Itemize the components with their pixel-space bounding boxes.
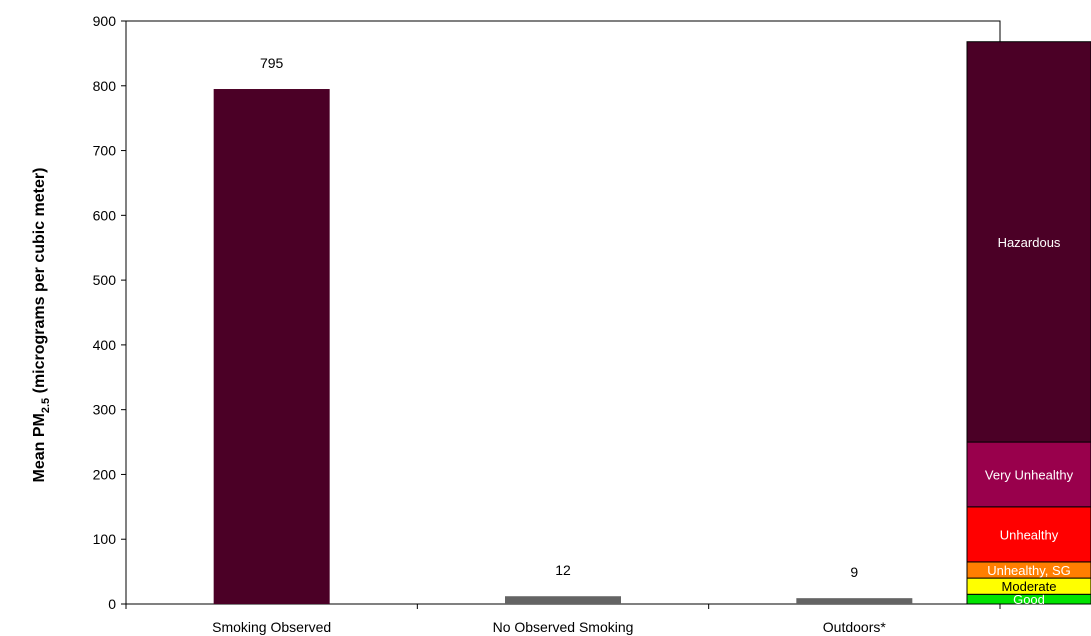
bar [505,596,621,604]
x-tick-label: Smoking Observed [212,619,331,635]
y-tick-label: 200 [93,466,117,482]
aqi-band-label: Hazardous [998,235,1061,250]
data-label: 795 [260,55,284,71]
aqi-band-label: Good [1013,592,1045,607]
x-tick-label: No Observed Smoking [493,619,634,635]
bar [213,89,330,605]
y-axis-label: Mean PM2.5 (micrograms per cubic meter) [31,168,52,483]
aqi-band-label: Very Unhealthy [985,467,1074,482]
y-tick-label: 600 [93,207,117,223]
y-tick-label: 400 [93,337,117,353]
y-tick-label: 800 [93,78,117,94]
data-label: 9 [850,564,858,580]
y-axis-label-subscript: 2.5 [40,398,52,413]
y-axis-label-suffix: (micrograms per cubic meter) [31,168,48,398]
data-label: 12 [555,562,571,578]
bars [213,89,913,605]
aqi-band-label: Unhealthy [1000,527,1059,542]
y-tick-label: 100 [93,531,117,547]
aqi-band [966,441,1091,508]
aqi-band-label: Unhealthy, SG [987,563,1071,578]
bar [796,598,913,604]
y-tick-label: 300 [93,402,117,418]
y-tick-label: 500 [93,272,117,288]
y-axis-label-main: Mean PM [31,413,48,482]
aqi-band-label: Moderate [1002,579,1057,594]
y-tick-label: 0 [108,596,116,612]
aqi-band [966,41,1091,443]
y-tick-label: 900 [93,13,117,29]
data-labels: 795 12 9 [260,55,858,580]
y-tick-label: 700 [93,143,117,159]
x-tick-label: Outdoors* [823,619,887,635]
